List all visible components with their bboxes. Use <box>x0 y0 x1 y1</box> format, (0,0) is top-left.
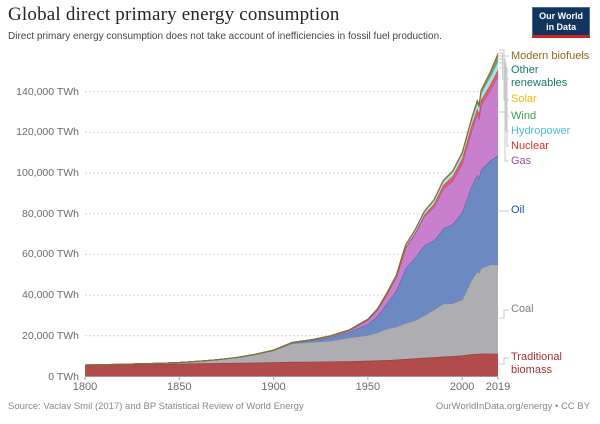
x-tick-label: 1800 <box>72 381 98 393</box>
legend-connector-coal <box>499 309 509 319</box>
legend-other_renewables[interactable]: Other renewables <box>511 64 568 89</box>
y-tick-label: 40,000 TWh <box>21 289 79 302</box>
y-tick-label: 120,000 TWh <box>16 126 79 139</box>
x-tick-label: 2019 <box>485 381 511 393</box>
legend-solar[interactable]: Solar <box>511 93 537 105</box>
y-tick-label: 100,000 TWh <box>16 167 79 179</box>
x-tick-label: 2000 <box>449 381 475 393</box>
owid-logo[interactable]: Our World in Data <box>532 7 590 38</box>
legend-connector-gas <box>499 111 509 162</box>
y-tick-label: 0 TWh <box>48 370 79 383</box>
legend-gas[interactable]: Gas <box>511 155 532 167</box>
chart-subtitle: Direct primary energy consumption does n… <box>8 31 442 42</box>
owid-logo-line1: Our World <box>539 11 583 21</box>
x-tick-label: 1900 <box>261 381 286 393</box>
y-tick-label: 140,000 TWh <box>16 85 79 98</box>
area-outline-modern_biofuels <box>84 53 499 366</box>
y-tick-label: 80,000 TWh <box>21 207 79 220</box>
y-tick-label: 60,000 TWh <box>21 248 79 261</box>
area-traditional_biomass[interactable] <box>85 353 498 377</box>
legend-wind[interactable]: Wind <box>511 110 537 122</box>
x-tick-label: 1950 <box>355 381 381 393</box>
legend-coal[interactable]: Coal <box>511 303 534 315</box>
legend-oil[interactable]: Oil <box>511 204 525 216</box>
legend-connector-nuclear <box>499 67 509 147</box>
area-oil[interactable] <box>85 155 498 366</box>
owid-logo-line2: in Data <box>546 22 577 32</box>
legend-nuclear[interactable]: Nuclear <box>511 140 549 152</box>
page-title: Global direct primary energy consumption <box>8 4 340 25</box>
area-gas[interactable] <box>85 75 498 365</box>
license-note[interactable]: OurWorldInData.org/energy • CC BY <box>435 401 590 412</box>
x-tick-label: 1850 <box>167 381 192 393</box>
legend-modern_biofuels[interactable]: Modern biofuels <box>511 50 590 62</box>
area-coal[interactable] <box>85 264 498 366</box>
legend-connector-modern_biofuels <box>499 49 509 57</box>
legend-hydropower[interactable]: Hydropower <box>511 125 571 137</box>
legend-connector-traditional_biomass <box>499 357 509 365</box>
y-tick-label: 20,000 TWh <box>21 329 79 342</box>
chart-footer: Source: Vaclav Smil (2017) and BP Statis… <box>8 401 590 412</box>
legend-traditional_biomass[interactable]: Traditional biomass <box>511 351 562 376</box>
source-note: Source: Vaclav Smil (2017) and BP Statis… <box>8 401 304 412</box>
